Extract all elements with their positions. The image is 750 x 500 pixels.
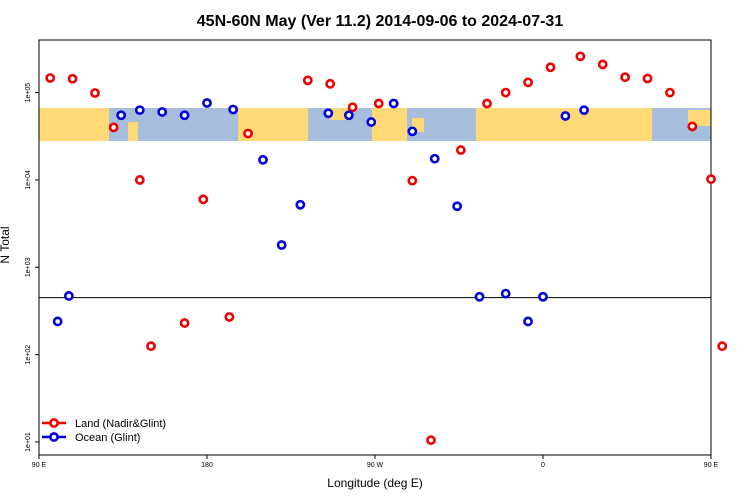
data-point	[90, 88, 100, 98]
legend-label: Land (Nadir&Glint)	[75, 418, 166, 430]
legend-label: Ocean (Glint)	[75, 432, 140, 444]
data-point	[474, 291, 485, 302]
data-point	[276, 240, 287, 250]
data-point	[452, 201, 463, 212]
data-point	[295, 199, 306, 210]
axes	[35, 39, 712, 459]
data-point	[343, 110, 354, 121]
data-point	[500, 288, 511, 299]
data-point	[108, 122, 119, 133]
data-point	[198, 194, 209, 205]
data-point	[258, 154, 268, 165]
data-point	[687, 121, 698, 132]
series-land	[45, 51, 728, 446]
y-tick-label: 1e+04	[25, 170, 32, 190]
data-point	[597, 59, 608, 70]
data-point	[717, 341, 728, 352]
data-point	[455, 145, 466, 155]
data-point	[500, 87, 511, 98]
data-point	[179, 318, 190, 328]
x-tick-label: 180	[201, 462, 213, 469]
data-point	[388, 98, 399, 109]
data-point	[482, 98, 492, 109]
series-ocean	[52, 98, 589, 327]
y-tick-label: 1e+01	[25, 432, 32, 452]
data-point	[706, 174, 716, 185]
data-point	[52, 316, 63, 327]
y-axis-label: N Total	[0, 226, 12, 263]
data-point	[545, 62, 556, 73]
data-point	[116, 110, 127, 121]
data-point	[620, 72, 631, 83]
y-tick-label: 1e+05	[25, 83, 32, 103]
data-point	[243, 128, 253, 139]
data-point	[407, 126, 418, 137]
y-tick-label: 1e+03	[25, 257, 32, 277]
legend: Land (Nadir&Glint) Ocean (Glint)	[42, 418, 166, 444]
data-point	[134, 105, 145, 116]
data-points	[45, 51, 728, 446]
data-point	[146, 341, 156, 352]
legend-marker	[49, 418, 59, 428]
data-point	[179, 110, 190, 121]
data-point	[407, 175, 418, 186]
chart-title: 45N-60N May (Ver 11.2) 2014-09-06 to 202…	[197, 13, 564, 30]
legend-entry: Land (Nadir&Glint)	[42, 418, 166, 430]
y-tick-label: 1e+02	[25, 345, 32, 365]
data-point	[224, 312, 235, 322]
data-point	[67, 73, 78, 84]
data-point	[134, 175, 145, 185]
data-point	[429, 153, 440, 164]
data-point	[373, 98, 384, 109]
data-point	[366, 117, 377, 127]
data-point	[560, 111, 571, 121]
x-tick-label: 90 E	[704, 462, 719, 469]
data-point	[63, 291, 74, 301]
tick-labels: 90 E 180 90 W 0 90 E 1e+01 1e+02 1e+03 1e+04 1e+0…	[25, 83, 719, 469]
data-point	[302, 75, 313, 86]
x-tick-label: 0	[541, 462, 545, 469]
x-axis-label: Longitude (deg E)	[327, 476, 422, 490]
data-point	[523, 77, 533, 88]
x-tick-label: 90 E	[32, 462, 47, 469]
data-point	[426, 435, 436, 446]
data-point	[325, 78, 336, 89]
data-point	[575, 51, 586, 62]
data-point	[538, 291, 548, 302]
data-point	[347, 102, 358, 113]
x-tick-label: 90 W	[367, 462, 384, 469]
data-point	[642, 73, 653, 84]
data-point	[323, 108, 334, 119]
data-point	[45, 73, 56, 83]
data-point	[157, 107, 168, 117]
legend-marker	[49, 432, 59, 442]
data-point	[228, 104, 239, 115]
data-point	[665, 87, 675, 98]
data-point	[523, 316, 533, 327]
legend-entry: Ocean (Glint)	[42, 432, 140, 444]
data-point	[202, 98, 212, 108]
data-point	[579, 105, 589, 116]
